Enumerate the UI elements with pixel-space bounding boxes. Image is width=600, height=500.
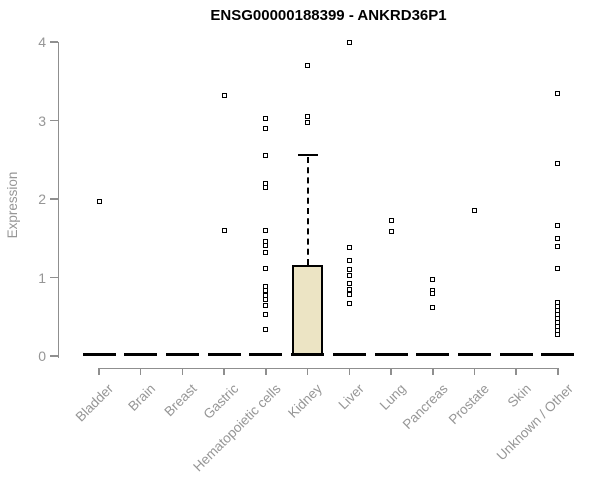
median-line [541,352,575,356]
x-tick [139,369,142,375]
outlier-point [263,152,269,158]
category-label: Bladder [73,381,117,425]
x-tick [265,369,267,375]
category-label: Kidney [285,381,326,421]
outlier-point [471,208,477,214]
median-line [374,352,408,356]
x-axis-line [98,367,559,369]
whisker-cap [297,154,318,157]
median-line [165,352,199,356]
median-line [124,352,158,356]
category-label: Breast [161,381,201,420]
outlier-point [263,227,269,233]
outlier-point [555,235,561,241]
outlier-point [555,223,561,229]
outlier-point [346,286,352,292]
outlier-point [221,92,227,98]
median-line [416,352,450,356]
category-label: Pancreas [399,381,451,432]
x-tick [306,369,309,375]
y-axis-line [57,42,59,358]
median-line [499,352,533,356]
outlier-point [263,265,269,271]
outlier-point [555,327,561,333]
x-tick [557,369,559,375]
y-tick-label: 2 [38,191,46,207]
outlier-point [388,218,394,224]
median-line [249,352,283,356]
outlier-point [305,114,311,120]
median-line [207,352,241,356]
outlier-point [430,304,436,310]
outlier-point [263,249,269,255]
x-tick [432,369,434,375]
outlier-point [346,300,352,306]
category-label: Prostate [445,381,493,428]
y-tick-label: 0 [38,348,46,364]
outlier-point [263,326,269,332]
outlier-point [555,266,561,272]
outlier-point [263,296,269,302]
outlier-point [555,332,561,338]
outlier-point [346,292,352,298]
outlier-point [555,91,561,97]
x-tick [223,369,225,375]
outlier-point [263,125,269,131]
median-line [457,352,491,356]
whisker-line [306,157,309,265]
median-line [291,352,325,356]
median-line [332,352,366,356]
x-tick [390,369,392,375]
category-label: Brain [125,381,159,414]
outlier-point [305,119,311,125]
category-label: Unknown / Other [493,381,576,464]
outlier-point [263,288,269,294]
outlier-point [263,184,269,190]
x-tick [181,369,184,375]
category-label: Gastric [200,381,242,422]
outlier-point [346,257,352,263]
outlier-point [346,281,352,287]
outlier-point [263,311,269,317]
outlier-point [388,228,394,234]
outlier-point [430,276,436,282]
x-tick [515,369,517,375]
category-label: Skin [504,381,534,411]
y-tick [49,41,58,43]
outlier-point [96,198,102,204]
x-tick [98,369,100,375]
outlier-point [305,63,311,69]
y-tick [49,119,58,122]
y-tick-label: 1 [38,269,46,286]
outlier-point [263,303,269,309]
outlier-point [346,245,352,251]
chart-title: ENSG00000188399 - ANKRD36P1 [210,7,447,24]
x-tick [348,369,351,375]
category-label: Lung [376,381,409,413]
y-tick-label: 3 [38,112,46,129]
y-tick-label: 4 [38,34,46,50]
outlier-point [263,242,269,248]
outlier-point [430,291,436,297]
outlier-point [555,161,561,167]
y-tick [49,198,58,200]
median-line [82,352,116,356]
y-tick [49,355,58,357]
x-tick [473,369,476,375]
outlier-point [346,267,352,273]
outlier-point [346,273,352,279]
box [292,264,324,356]
outlier-point [346,39,352,45]
category-label: Liver [335,381,367,413]
y-tick [49,276,58,279]
outlier-point [263,115,269,121]
outlier-point [555,243,561,249]
outlier-point [221,227,227,233]
